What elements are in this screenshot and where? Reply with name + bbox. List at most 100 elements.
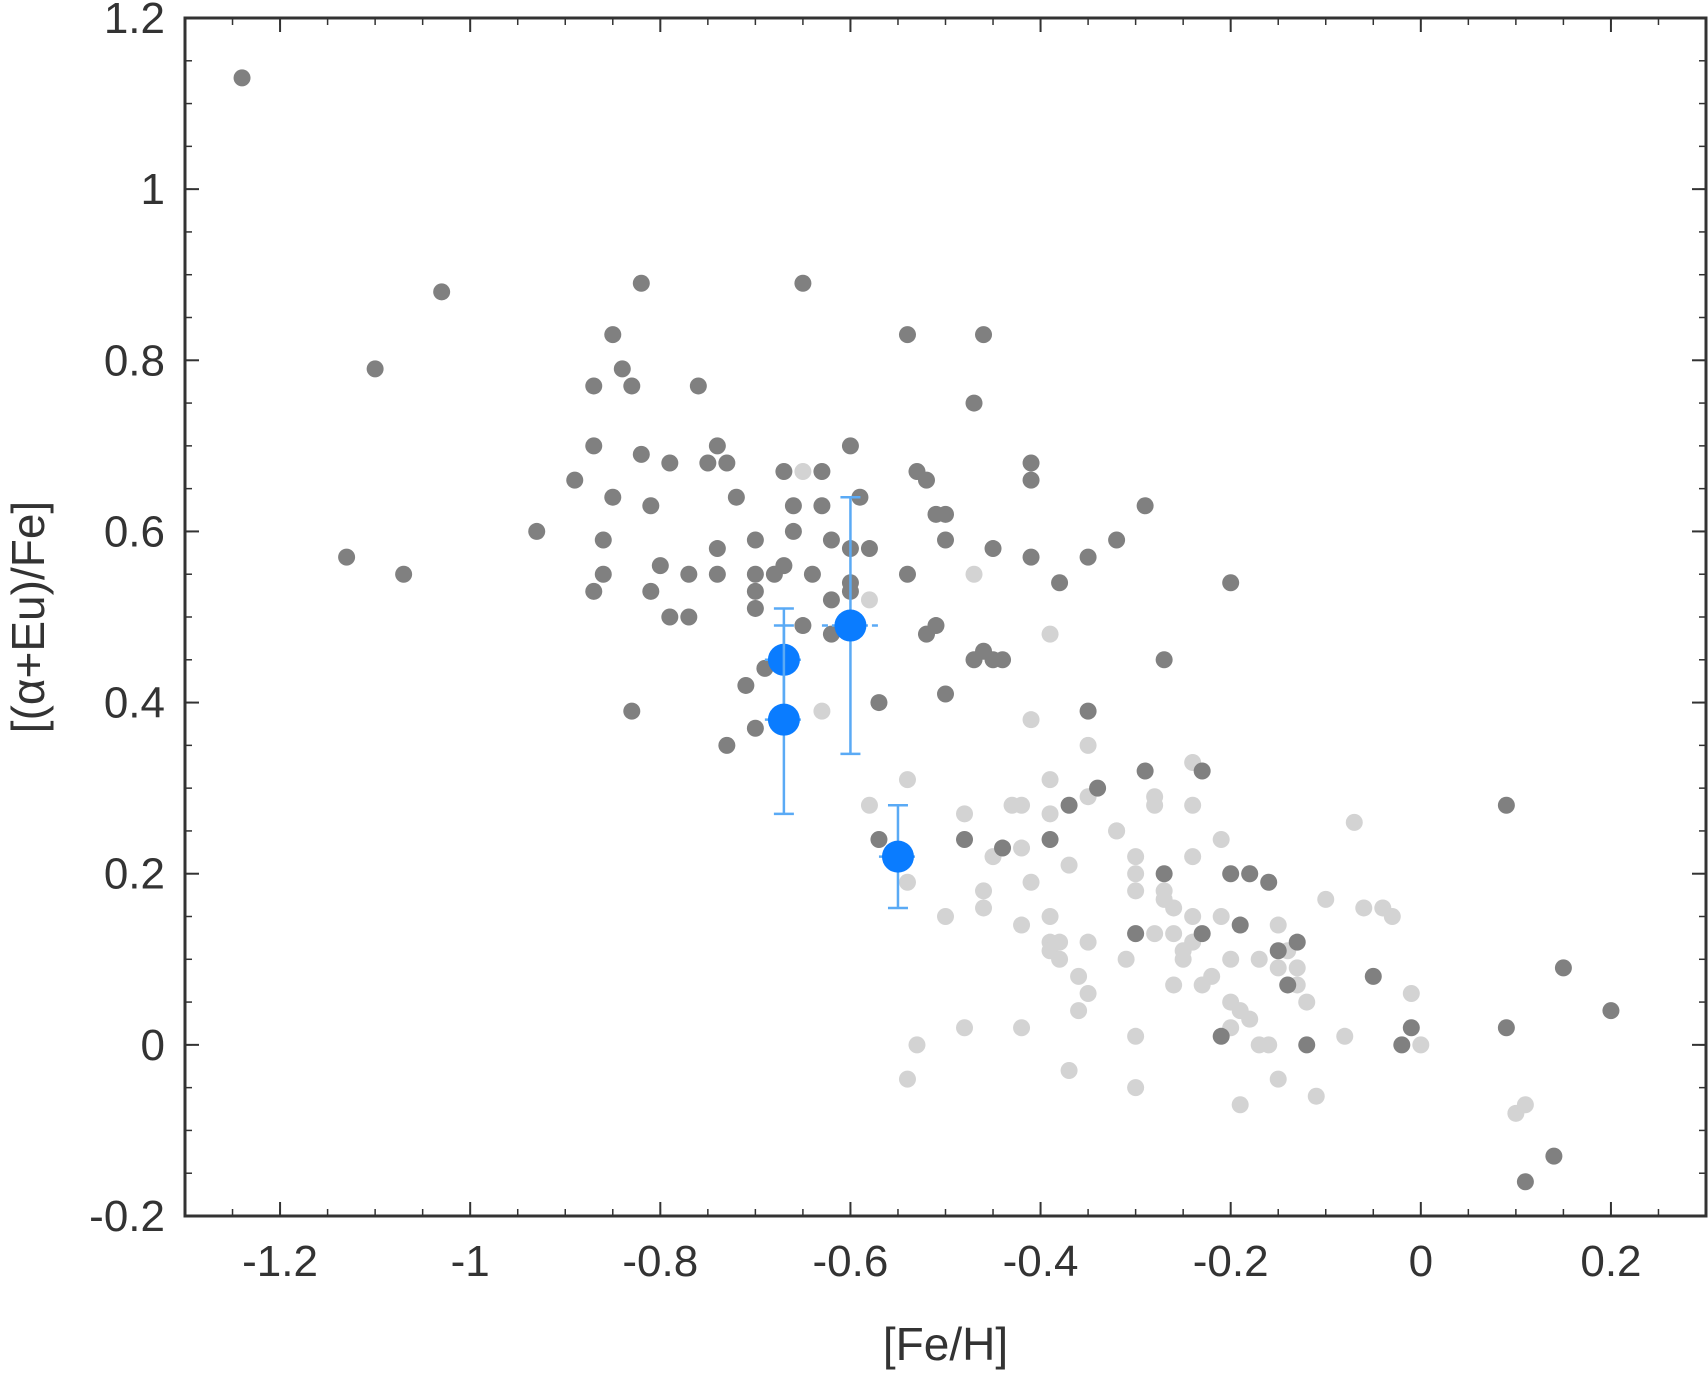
data-point <box>708 565 726 583</box>
data-point <box>975 326 993 344</box>
data-point <box>1127 848 1145 866</box>
y-tick-label: -0.2 <box>89 1192 165 1241</box>
data-point <box>680 608 698 626</box>
data-point <box>794 463 812 481</box>
data-point <box>366 360 384 378</box>
data-point <box>1231 916 1249 934</box>
data-point <box>708 540 726 558</box>
data-point <box>632 445 650 463</box>
data-point <box>1041 805 1059 823</box>
data-point <box>623 377 641 395</box>
data-point <box>1051 950 1069 968</box>
data-point <box>937 505 954 523</box>
data-point <box>594 565 612 583</box>
data-point <box>1298 1036 1316 1054</box>
data-point <box>1136 497 1154 515</box>
data-point <box>860 591 878 609</box>
data-point <box>1279 976 1297 994</box>
data-point <box>1041 908 1059 925</box>
data-point <box>1022 873 1040 891</box>
data-point <box>822 591 840 609</box>
data-point <box>1602 1002 1620 1020</box>
data-point <box>1355 899 1373 917</box>
series-dark_points <box>233 69 1620 1191</box>
plot-marks <box>233 69 1620 1191</box>
data-point <box>794 274 812 292</box>
data-point <box>1545 1147 1563 1165</box>
data-point <box>1136 762 1154 780</box>
data-point <box>1155 651 1173 669</box>
data-point <box>1288 959 1306 977</box>
data-point <box>1022 454 1040 472</box>
data-point <box>1383 908 1401 925</box>
data-point <box>1497 796 1515 814</box>
data-point <box>1022 548 1040 566</box>
data-point <box>917 471 935 489</box>
x-axis-label: [Fe/H] <box>883 1318 1008 1370</box>
data-point <box>898 873 916 891</box>
y-tick-label: 0.2 <box>104 850 165 899</box>
data-point <box>718 736 736 754</box>
data-point <box>718 454 736 472</box>
data-point <box>1193 925 1211 943</box>
y-axis-label: [(α+Eu)/Fe] <box>2 501 54 733</box>
data-point <box>708 437 726 455</box>
data-point <box>1108 531 1126 549</box>
y-tick-label: 0.8 <box>104 336 165 385</box>
data-point <box>1146 788 1164 806</box>
data-point <box>1222 574 1240 592</box>
data-point <box>803 565 821 583</box>
data-point <box>746 565 764 583</box>
y-tick-labels: -0.2 0 0.2 0.4 0.6 0.8 1 1.2 <box>89 0 165 1241</box>
data-point <box>1402 1019 1420 1037</box>
data-point <box>1013 796 1031 814</box>
data-point <box>528 522 546 540</box>
data-point <box>784 522 802 540</box>
data-point <box>956 830 974 848</box>
data-point <box>937 531 954 549</box>
data-point <box>1060 796 1078 814</box>
data-point <box>699 454 717 472</box>
data-point <box>1013 839 1031 857</box>
data-point <box>1269 959 1287 977</box>
data-point <box>1127 925 1145 943</box>
data-point <box>1108 822 1126 840</box>
data-point <box>1079 736 1097 754</box>
data-point <box>1260 1036 1278 1054</box>
data-point <box>1051 933 1069 951</box>
data-point <box>1269 942 1287 960</box>
data-point <box>965 565 983 583</box>
highlight-point <box>881 840 914 873</box>
data-point <box>1184 908 1202 925</box>
y-tick-label: 1.2 <box>104 0 165 43</box>
data-point <box>775 557 793 575</box>
data-point <box>937 685 954 703</box>
data-point <box>1516 1096 1534 1114</box>
series-highlight <box>764 495 917 910</box>
data-point <box>1241 1010 1259 1028</box>
data-point <box>642 582 660 600</box>
data-point <box>860 796 878 814</box>
data-point <box>1079 548 1097 566</box>
data-point <box>994 651 1012 669</box>
data-point <box>965 394 983 412</box>
data-point <box>1022 711 1040 729</box>
data-point <box>1241 865 1259 883</box>
data-point <box>661 454 679 472</box>
data-point <box>1317 890 1335 908</box>
data-point <box>975 882 993 900</box>
data-point <box>1127 1079 1145 1097</box>
data-point <box>1079 702 1097 720</box>
data-point <box>1127 882 1145 900</box>
data-point <box>1260 873 1278 891</box>
highlight-point <box>767 703 800 736</box>
data-point <box>1060 856 1078 874</box>
data-point <box>1336 1027 1354 1045</box>
data-point <box>984 540 1002 558</box>
data-point <box>746 719 764 737</box>
data-point <box>898 771 916 789</box>
data-point <box>956 805 974 823</box>
y-tick-label: 0 <box>141 1021 165 1070</box>
data-point <box>1212 908 1230 925</box>
data-point <box>1203 967 1221 985</box>
